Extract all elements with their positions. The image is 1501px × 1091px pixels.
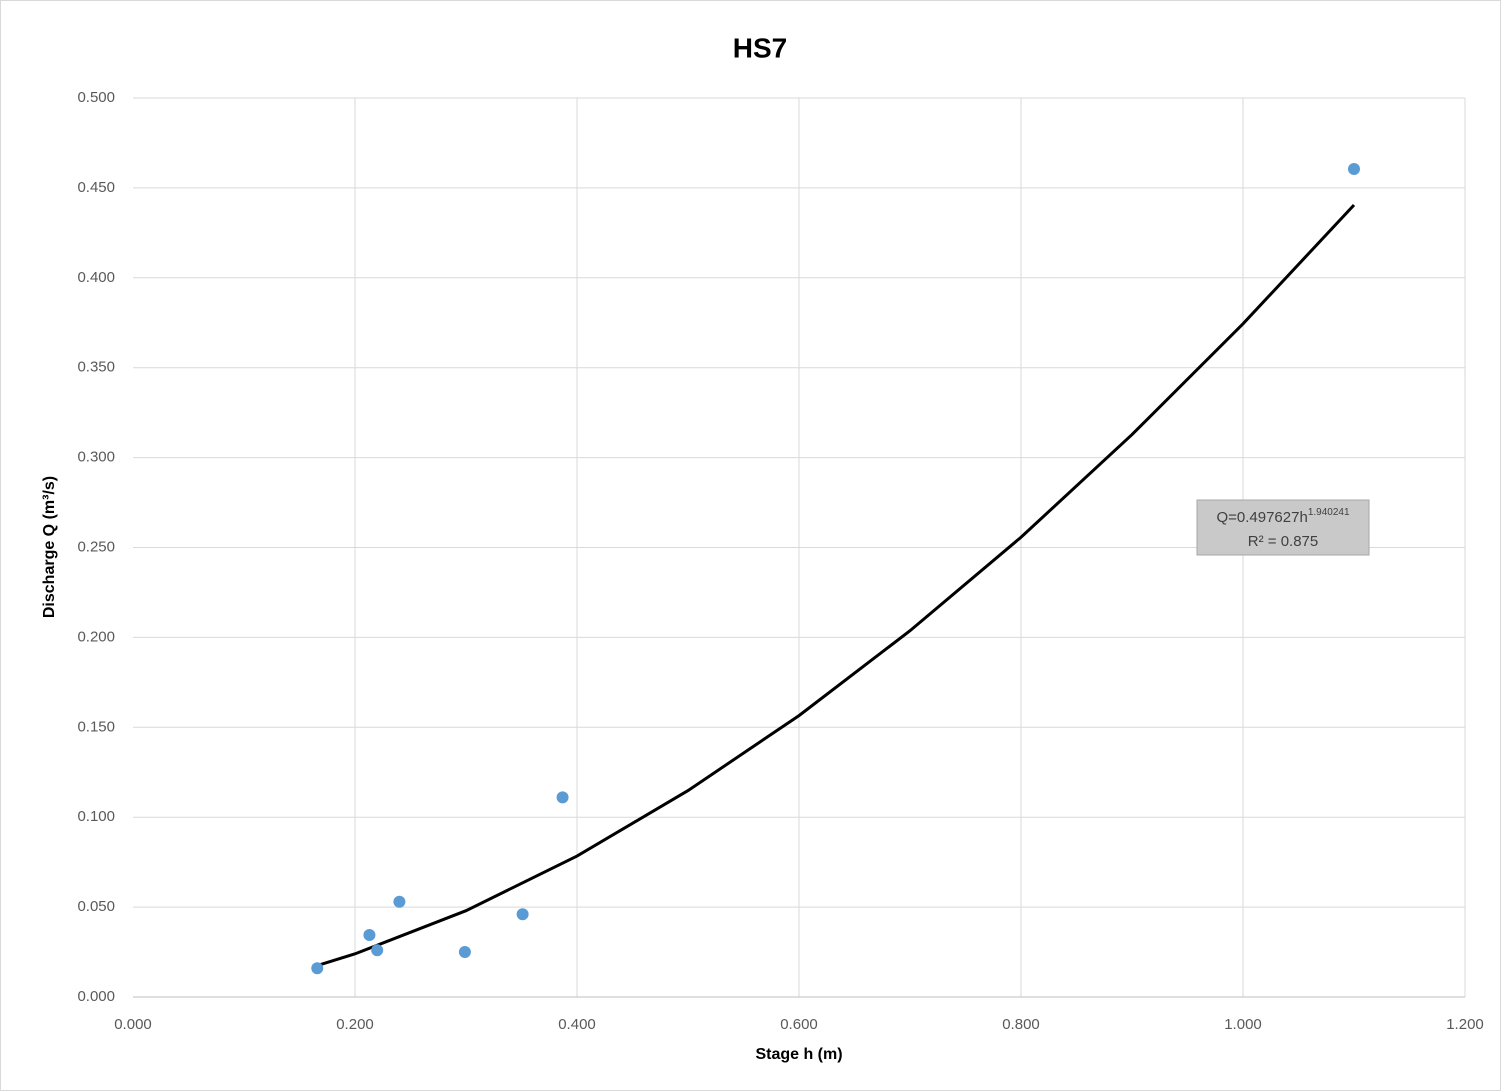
data-point bbox=[393, 895, 406, 908]
y-tick-label: 0.200 bbox=[77, 628, 115, 645]
equation-exponent: 1.940241 bbox=[1308, 507, 1350, 518]
data-point bbox=[371, 944, 384, 957]
data-point bbox=[458, 946, 471, 959]
data-point bbox=[516, 908, 529, 921]
x-tick-label: 0.200 bbox=[336, 1016, 374, 1033]
y-tick-label: 0.300 bbox=[77, 449, 115, 466]
y-tick-label: 0.000 bbox=[77, 988, 115, 1005]
y-tick-label: 0.350 bbox=[77, 359, 115, 376]
data-point bbox=[363, 928, 376, 941]
annotation-equation: Q=0.497627h1.940241 bbox=[1216, 507, 1349, 526]
annotation-box bbox=[1196, 499, 1370, 556]
chart-title: HS7 bbox=[733, 32, 787, 63]
x-axis-label: Stage h (m) bbox=[755, 1046, 842, 1063]
x-tick-label: 0.800 bbox=[1002, 1016, 1040, 1033]
y-axis-label: Discharge Q (m³/s) bbox=[41, 476, 58, 618]
equation-text: Q=0.497627h bbox=[1216, 509, 1307, 526]
annotation-r2: R² = 0.875 bbox=[1248, 533, 1318, 550]
data-point bbox=[1348, 163, 1360, 176]
y-tick-label: 0.100 bbox=[77, 808, 115, 825]
y-tick-label: 0.400 bbox=[77, 269, 115, 286]
trendline bbox=[316, 203, 1356, 967]
x-tick-label: 0.000 bbox=[114, 1016, 152, 1033]
x-tick-label: 1.200 bbox=[1446, 1016, 1484, 1033]
data-point bbox=[556, 791, 569, 804]
x-tick-label: 1.000 bbox=[1224, 1016, 1262, 1033]
y-tick-label: 0.450 bbox=[77, 179, 115, 196]
y-tick-label: 0.050 bbox=[77, 898, 115, 915]
x-tick-label: 0.600 bbox=[780, 1016, 818, 1033]
data-point bbox=[311, 962, 324, 975]
x-tick-label: 0.400 bbox=[558, 1016, 596, 1033]
y-tick-label: 0.500 bbox=[77, 89, 115, 106]
y-tick-label: 0.250 bbox=[77, 538, 115, 555]
y-tick-label: 0.150 bbox=[77, 718, 115, 735]
